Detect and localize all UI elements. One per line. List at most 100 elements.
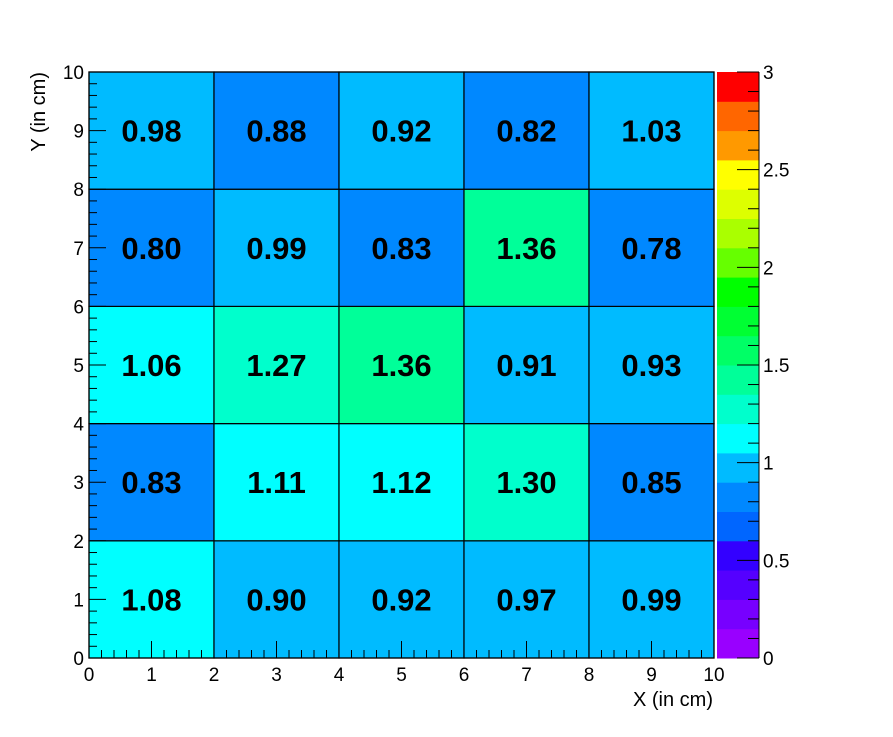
cell-value-label: 0.91 — [496, 348, 556, 383]
y-tick-label: 6 — [73, 297, 84, 318]
heatmap-cell — [463, 188, 590, 307]
x-tick-label: 10 — [703, 665, 724, 686]
colorbar-segment — [717, 159, 759, 190]
heatmap-cell — [338, 188, 465, 307]
cell-value-label: 0.83 — [371, 231, 431, 266]
heatmap-cell — [88, 71, 215, 190]
x-axis-title: X (in cm) — [633, 689, 713, 711]
cell-value-label: 0.99 — [621, 582, 681, 617]
heatmap-cell — [463, 540, 590, 659]
cell-value-label: 0.99 — [246, 231, 306, 266]
heatmap-cell — [338, 305, 465, 425]
heatmap-cell — [213, 423, 340, 542]
cell-value-label: 1.30 — [496, 465, 556, 500]
y-tick-label: 3 — [73, 473, 84, 494]
y-tick-label: 2 — [73, 532, 84, 553]
heatmap-cells — [88, 71, 715, 659]
cell-value-label: 0.80 — [121, 231, 181, 266]
colorbar-segment — [717, 599, 759, 630]
y-tick-label: 8 — [73, 180, 84, 201]
heatmap-cell — [213, 540, 340, 659]
cell-value-label: 0.85 — [621, 465, 681, 500]
y-tick-label: 10 — [63, 63, 84, 84]
cell-value-label: 1.08 — [121, 582, 181, 617]
x-tick-label: 9 — [646, 665, 657, 686]
cell-value-label: 1.06 — [121, 348, 181, 383]
colorbar-tick-label: 0 — [763, 649, 774, 670]
cell-value-label: 1.12 — [371, 465, 431, 500]
heatmap-cell — [88, 540, 215, 659]
cell-value-label: 1.36 — [496, 231, 556, 266]
colorbar-segment — [717, 72, 759, 102]
x-tick-label: 3 — [271, 665, 282, 686]
heatmap-cell — [588, 540, 715, 659]
heatmap-cell — [213, 188, 340, 307]
x-tick-label: 2 — [209, 665, 220, 686]
cell-value-label: 1.03 — [621, 114, 681, 149]
cell-value-label: 0.92 — [371, 582, 431, 617]
cell-value-label: 0.83 — [121, 465, 181, 500]
cell-value-label: 0.78 — [621, 231, 681, 266]
y-tick-label: 4 — [73, 415, 84, 436]
x-tick-label: 5 — [396, 665, 407, 686]
colorbar-tick-label: 3 — [763, 63, 774, 84]
y-tick-label: 1 — [73, 590, 84, 611]
colorbar-segment — [717, 540, 759, 571]
colorbar-segment — [717, 218, 759, 249]
colorbar-segment — [717, 335, 759, 366]
colorbar-tick-label: 2 — [763, 258, 774, 279]
axes: 0 1 2 3 4 5 6 7 8 9 10 0 1 2 3 4 5 6 7 8 9 10 — [63, 63, 725, 686]
colorbar-segment — [717, 277, 759, 307]
x-tick-label: 4 — [334, 665, 345, 686]
cell-value-label: 0.92 — [371, 114, 431, 149]
y-tick-label: 7 — [73, 239, 84, 260]
heatmap-cell — [588, 71, 715, 190]
colorbar-segment — [717, 482, 759, 512]
colorbar-tick-label: 1.5 — [763, 356, 789, 377]
colorbar-tick-label: 0.5 — [763, 551, 789, 572]
x-tick-label: 1 — [146, 665, 157, 686]
heatmap-cell — [588, 188, 715, 307]
x-tick-label: 0 — [84, 665, 95, 686]
colorbar-segment — [717, 365, 759, 395]
heatmap-cell — [213, 305, 340, 425]
x-tick-label: 8 — [584, 665, 595, 686]
x-tick-label: 6 — [459, 665, 470, 686]
colorbar-tick-label: 2.5 — [763, 161, 789, 182]
colorbar-segment — [717, 394, 759, 425]
colorbar-tick-label: 1 — [763, 454, 774, 475]
colorbar-segment — [717, 452, 759, 483]
colorbar-segment — [717, 511, 759, 542]
y-axis-title: Y (in cm) — [28, 72, 50, 152]
heatmap-cell — [463, 423, 590, 542]
colorbar-segment — [717, 423, 759, 454]
heatmap-cell — [338, 71, 465, 190]
colorbar-segment — [717, 130, 759, 161]
heatmap-cell — [338, 423, 465, 542]
y-tick-label: 9 — [73, 122, 84, 143]
cell-value-label: 0.93 — [621, 348, 681, 383]
cell-value-label: 0.98 — [121, 114, 181, 149]
colorbar-segment — [717, 101, 759, 132]
cell-value-label: 0.88 — [246, 114, 306, 149]
cell-value-label: 1.27 — [246, 348, 306, 383]
cell-value-label: 0.97 — [496, 582, 556, 617]
cell-value-label: 0.82 — [496, 114, 556, 149]
y-tick-label: 0 — [73, 649, 84, 670]
heatmap-cell — [588, 423, 715, 542]
cell-value-label: 1.36 — [371, 348, 431, 383]
heatmap-cell — [588, 305, 715, 425]
cell-value-label: 1.11 — [247, 465, 306, 500]
x-tick-label: 7 — [521, 665, 532, 686]
heatmap-cell — [88, 423, 215, 542]
colorbar-segment — [717, 306, 759, 337]
colorbar-segment — [717, 628, 759, 659]
y-tick-label: 5 — [73, 356, 84, 377]
colorbar: 0 0.5 1 1.5 2 2.5 3 — [717, 63, 789, 670]
colorbar-segment — [717, 189, 759, 219]
colorbar-segment — [717, 570, 759, 600]
cell-value-labels: 1.08 0.90 0.92 0.97 0.99 0.83 1.11 1.12 1.30 0.85… — [121, 114, 681, 618]
colorbar-segment — [717, 247, 759, 278]
